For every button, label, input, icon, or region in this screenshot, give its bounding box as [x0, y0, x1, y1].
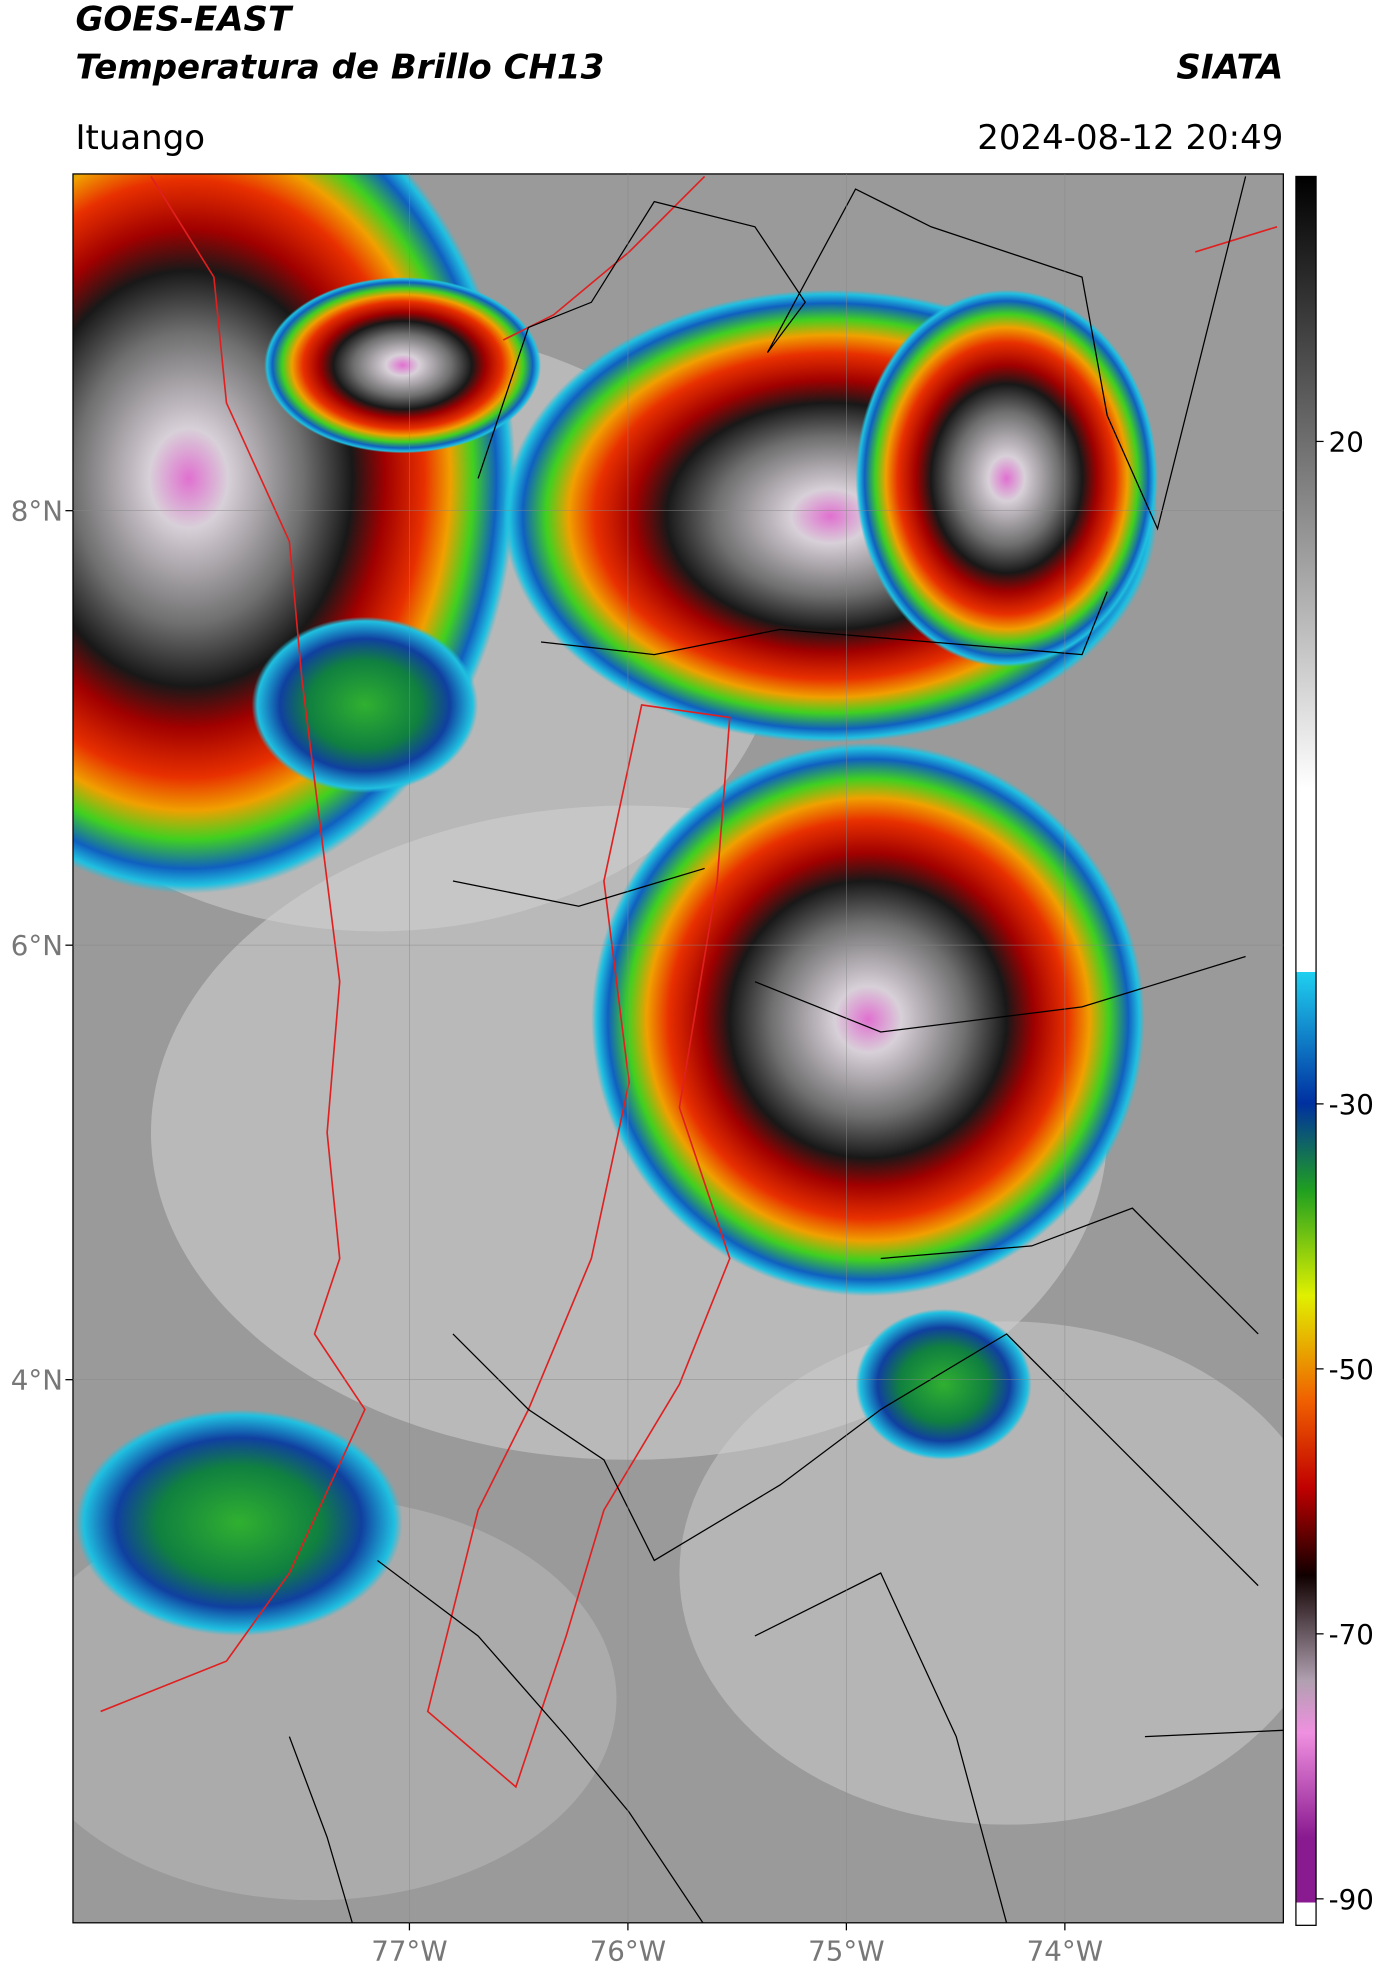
brand: SIATA — [1176, 47, 1283, 87]
subtitle: Temperatura de Brillo CH13 — [75, 47, 604, 87]
x-tick-label: 75°W — [808, 1935, 884, 1968]
y-tick-label: 8°N — [11, 495, 63, 528]
cloud-cell — [855, 1308, 1032, 1460]
y-tick-label: 6°N — [11, 929, 63, 962]
storm — [264, 277, 542, 454]
colorbar-tick-label: -90 — [1329, 1883, 1374, 1916]
datetime: 2024-08-12 20:49 — [977, 118, 1283, 158]
title: GOES-EAST — [75, 0, 293, 40]
colorbar — [1295, 175, 1317, 1926]
cloud-cell — [251, 616, 479, 793]
colorbar-tick-label: -70 — [1329, 1618, 1374, 1651]
x-tick-label: 76°W — [590, 1935, 666, 1968]
colorbar-tick-label: 20 — [1329, 426, 1364, 459]
cloud-cell — [75, 1409, 403, 1636]
location: Ituango — [75, 118, 205, 158]
y-tick-label: 4°N — [11, 1364, 63, 1397]
x-tick-label: 77°W — [371, 1935, 447, 1968]
storm — [591, 742, 1145, 1297]
colorbar-tick-label: -50 — [1329, 1353, 1374, 1386]
boundary-red — [100, 175, 1278, 1789]
colorbar-tick-label: -30 — [1329, 1088, 1374, 1121]
satellite-image — [72, 173, 1284, 1923]
map-frame — [72, 173, 1284, 1924]
x-tick-label: 74°W — [1027, 1935, 1103, 1968]
boundary-black — [288, 176, 1284, 1923]
storm — [855, 289, 1158, 668]
